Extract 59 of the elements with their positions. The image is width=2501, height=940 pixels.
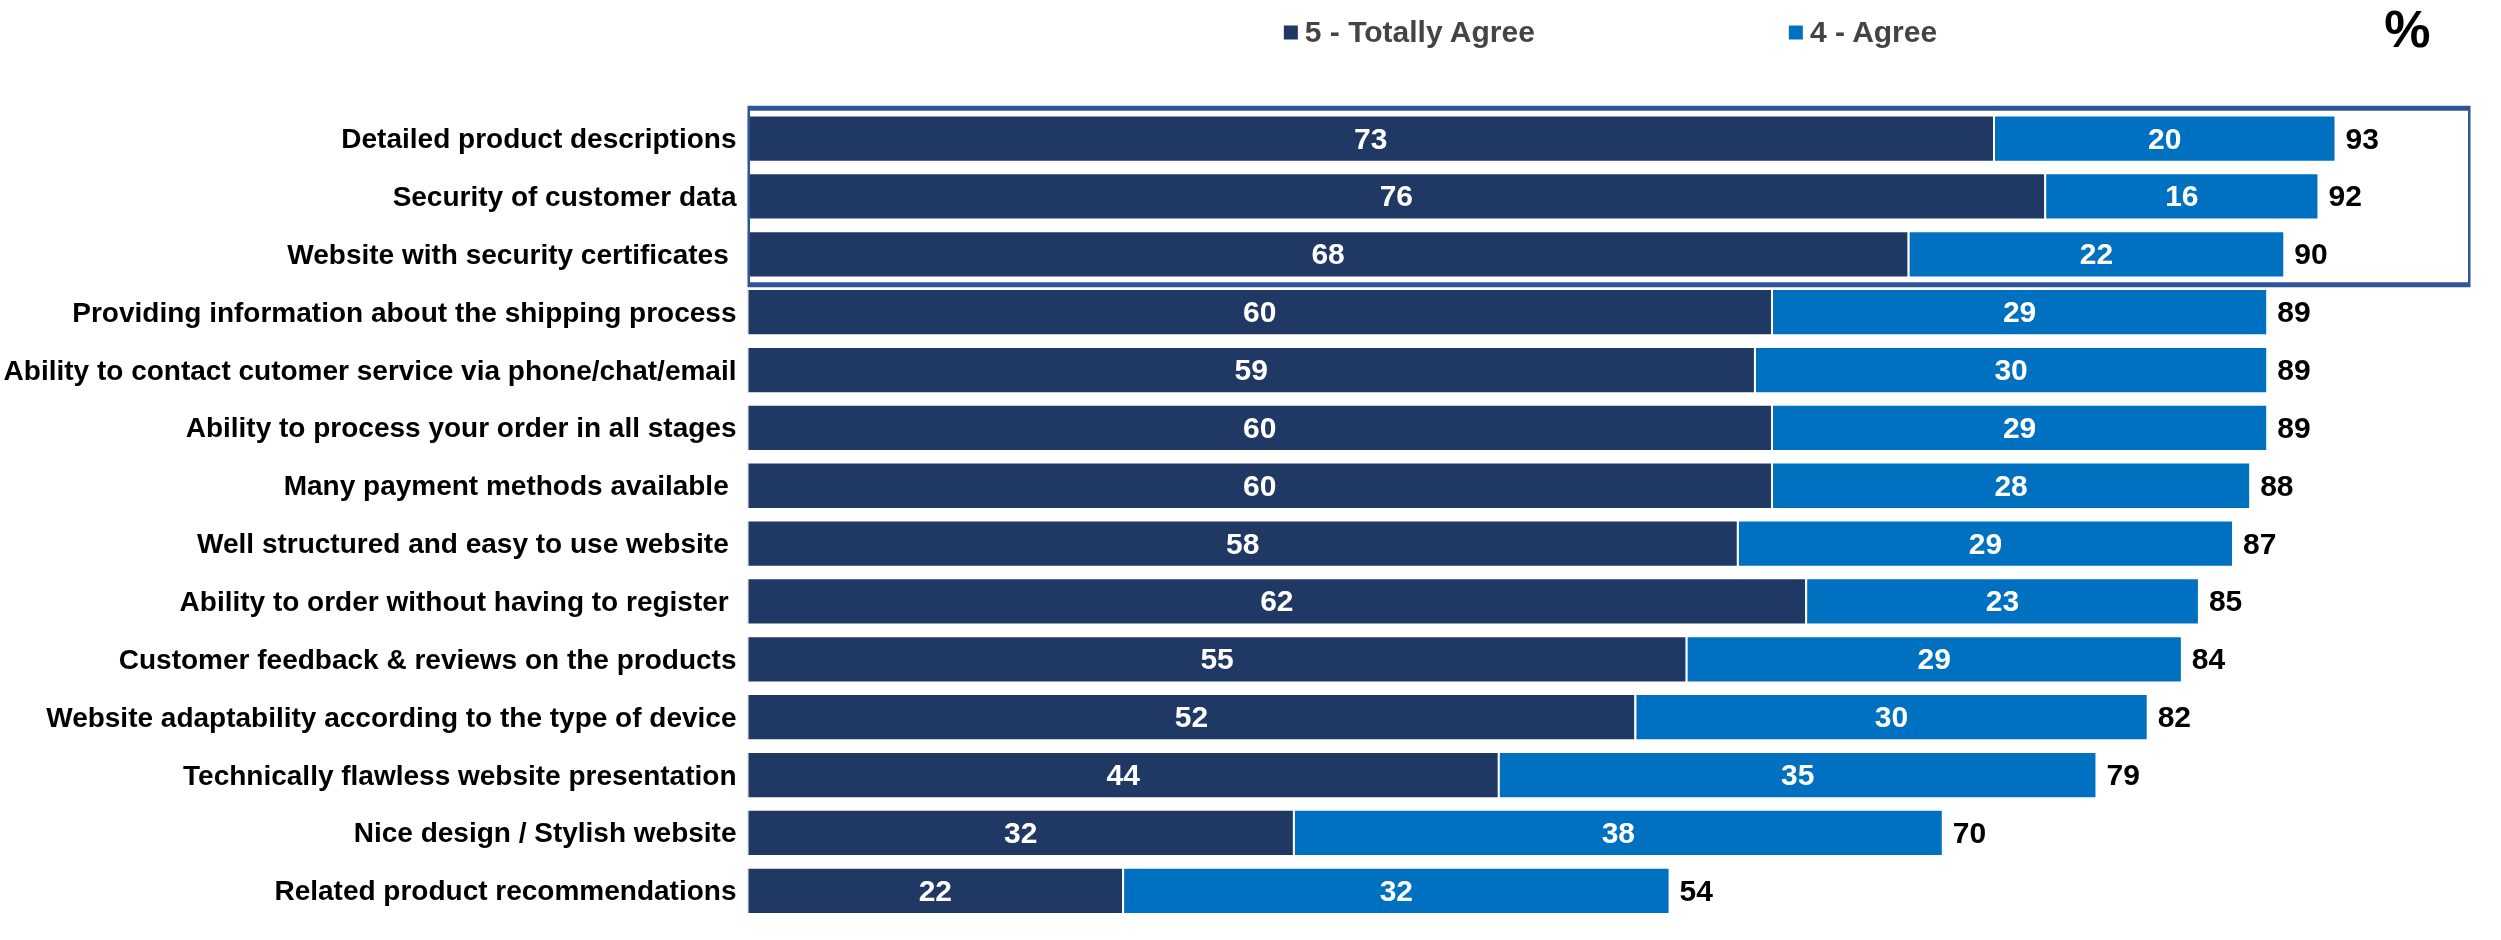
data-label: 30: [1994, 353, 2028, 387]
data-label: 32: [1004, 815, 1038, 849]
data-label: 60: [1243, 410, 1277, 444]
data-label: 29: [2002, 295, 2037, 329]
y-tick-label: Technically flawless website presentation: [183, 759, 737, 791]
total-label: 87: [2243, 526, 2277, 560]
total-label: 89: [2277, 295, 2311, 329]
y-tick-label: Providing information about the shipping process: [72, 296, 737, 328]
y-tick-label: Related product recommendations: [274, 875, 737, 907]
data-label: 52: [1174, 700, 1209, 734]
y-tick-label: Nice design / Stylish website: [353, 817, 737, 849]
data-label: 32: [1379, 873, 1414, 907]
total-label: 84: [2191, 642, 2226, 676]
data-label: 44: [1106, 758, 1141, 792]
y-tick-label: Ability to contact cutomer service via phone/chat/email: [3, 354, 737, 386]
y-tick-label: Security of customer data: [392, 180, 737, 212]
data-label: 29: [1968, 526, 2003, 560]
data-label: 22: [2079, 237, 2114, 271]
y-tick-label: Detailed product descriptions: [341, 123, 737, 155]
total-label: 70: [1952, 815, 1987, 849]
total-label: 93: [2345, 121, 2379, 155]
total-label: 88: [2260, 468, 2294, 502]
data-label: 68: [1311, 237, 1345, 271]
data-label: 28: [1994, 468, 2028, 502]
y-tick-label: Well structured and easy to use website: [197, 528, 729, 560]
data-label: 16: [2165, 179, 2199, 213]
data-label: 29: [2002, 410, 2037, 444]
y-tick-label: Many payment methods available: [283, 470, 729, 502]
total-label: 92: [2328, 179, 2362, 213]
total-label: 54: [1679, 873, 1714, 907]
y-tick-label: Website adaptability according to the type of device: [46, 701, 737, 733]
data-label: 62: [1260, 584, 1294, 618]
data-label: 20: [2148, 121, 2182, 155]
data-label: 59: [1234, 353, 1268, 387]
y-tick-label: Website with security certificates: [287, 238, 729, 270]
data-label: 23: [1985, 584, 2020, 618]
data-label: 76: [1379, 179, 1414, 213]
total-label: 79: [2106, 758, 2140, 792]
total-label: 82: [2157, 700, 2192, 734]
data-label: 22: [918, 873, 953, 907]
data-label: 58: [1226, 526, 1260, 560]
data-label: 35: [1780, 758, 1815, 792]
y-tick-label: Ability to process your order in all stages: [185, 412, 737, 444]
legend-label: 4 - Agree: [1809, 15, 1938, 49]
data-label: 38: [1601, 815, 1636, 849]
total-label: 85: [2208, 584, 2243, 618]
data-label: 60: [1243, 295, 1277, 329]
total-label: 89: [2277, 410, 2311, 444]
total-label: 90: [2294, 237, 2328, 271]
y-tick-label: Customer feedback & reviews on the products: [118, 643, 737, 675]
total-label: 89: [2277, 353, 2311, 387]
data-label: 30: [1874, 700, 1909, 734]
text: %: [2384, 0, 2431, 58]
y-tick-label: Ability to order without having to register: [179, 585, 729, 617]
legend-label: 5 - Totally Agree: [1304, 15, 1535, 49]
data-label: 29: [1917, 642, 1951, 676]
data-label: 60: [1243, 468, 1277, 502]
data-label: 73: [1354, 121, 1388, 155]
data-label: 55: [1200, 642, 1234, 676]
